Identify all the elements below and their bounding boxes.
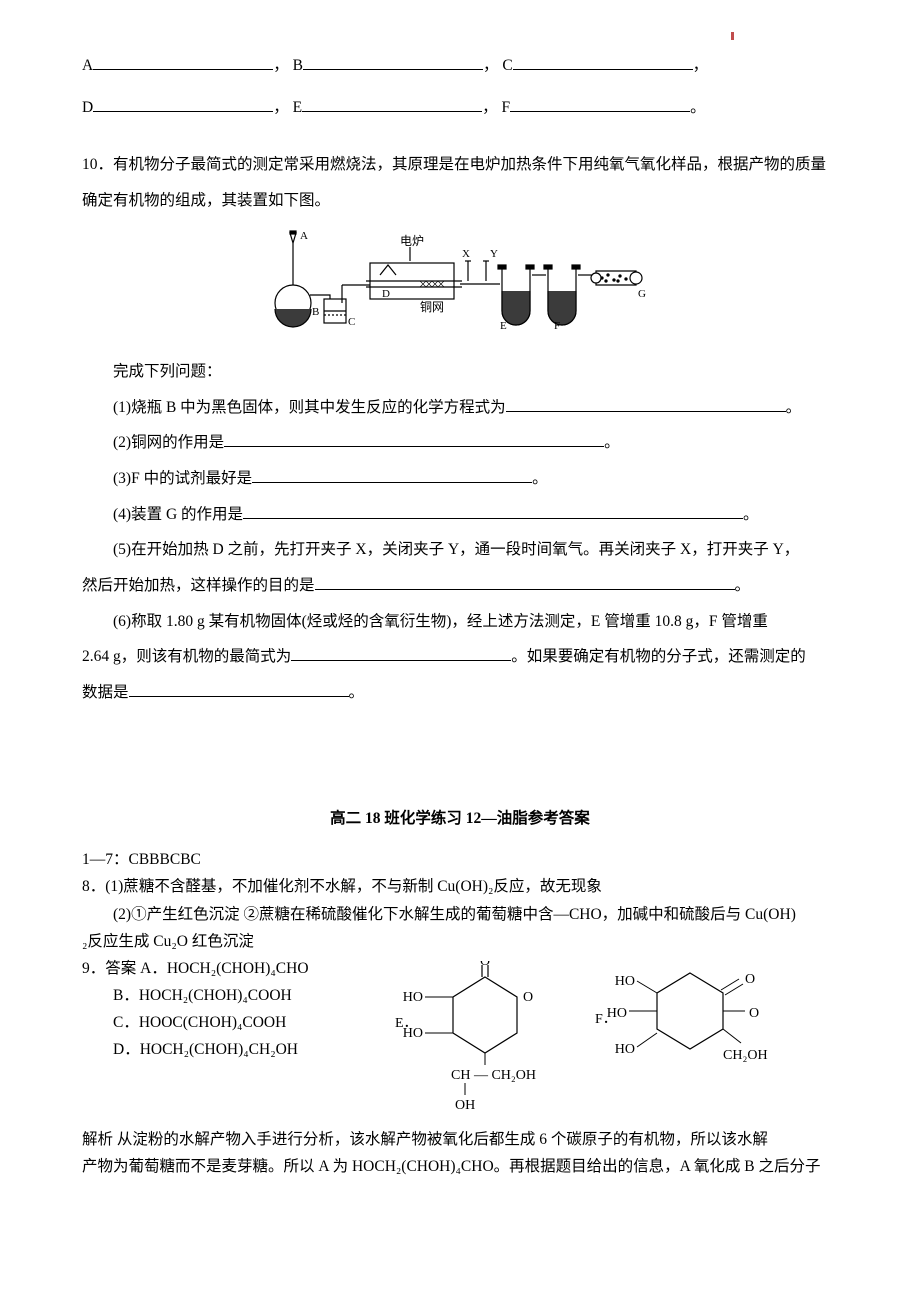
structE-HO2: HO (403, 1026, 423, 1041)
diagram-label-A: A (300, 230, 308, 242)
blank-F (510, 96, 690, 112)
structure-F: F． HO O HO O (595, 961, 785, 1100)
q10-item4-pre: (4)装置 G 的作用是 (113, 506, 243, 523)
structure-E: E． O HO HO O CH — CH₂ (395, 961, 565, 1120)
q10-item6-l2-pre: 2.64 g，则该有机物的最简式为 (82, 648, 291, 665)
ans-8-l1: 8．(1)蔗糖不含醛基，不加催化剂不水解，不与新制 Cu(OH)₂反应，故无现象 (82, 873, 838, 900)
q10-item3-pre: (3)F 中的试剂最好是 (113, 470, 252, 487)
blank-E (302, 96, 482, 112)
q10-item4-end: 。 (743, 506, 759, 523)
diagram-label-D: D (382, 288, 390, 300)
diagram-label-furnace: 电炉 (400, 234, 424, 248)
structF-ur: O (745, 972, 755, 987)
q10-item1-blank (506, 396, 786, 412)
label-B: B (293, 57, 303, 74)
label-F: F (501, 99, 510, 116)
q10-item5-l2-pre: 然后开始加热，这样操作的目的是 (82, 577, 315, 594)
label-C: C (502, 57, 512, 74)
blank-B (303, 55, 483, 71)
structE-HO1: HO (403, 990, 423, 1005)
structF-bl: HO (615, 1042, 635, 1057)
q10-para: 10．有机物分子最简式的测定常采用燃烧法，其原理是在电炉加热条件下用纯氧气氧化样… (82, 147, 838, 218)
ans-9-A: 9．答案 A．HOCH₂(CHOH)₄CHO (82, 955, 342, 982)
structE-O-right: O (523, 990, 533, 1005)
q10-item6-l3: 数据是 。 (82, 675, 838, 711)
diagram-label-F: F (554, 320, 560, 332)
q10-item6-l1: (6)称取 1.80 g 某有机物固体(烃或烃的含氧衍生物)，经上述方法测定，E… (82, 604, 838, 640)
q10-item6-l3-pre: 数据是 (82, 684, 129, 701)
q10-item6-l2-mid: 。如果要确定有机物的分子式，还需测定的 (511, 648, 806, 665)
q10-item3-end: 。 (532, 470, 548, 487)
blank-C (513, 55, 693, 71)
diagram-label-Cu: 铜网 (420, 299, 444, 314)
blank-row-2: D， E， F。 (82, 90, 838, 126)
q10-item6-l2: 2.64 g，则该有机物的最简式为 。如果要确定有机物的分子式，还需测定的 (82, 639, 838, 675)
analysis-l2: 产物为葡萄糖而不是麦芽糖。所以 A 为 HOCH₂(CHOH)₄CHO。再根据题… (82, 1153, 838, 1180)
q10-item4: (4)装置 G 的作用是 。 (82, 497, 838, 533)
q10-item5-l1: (5)在开始加热 D 之前，先打开夹子 X，关闭夹子 Y，通一段时间氧气。再关闭… (82, 532, 838, 568)
page-corner-mark (731, 32, 734, 40)
blank-A (93, 55, 273, 71)
ans-9-C: C．HOOC(CHOH)₄COOH (82, 1009, 342, 1036)
structE-chain: CH — CH₂OH (451, 1068, 536, 1083)
diagram-label-Y: Y (490, 248, 498, 260)
q10-item1-end: 。 (786, 399, 802, 416)
q10-item6-blank1 (291, 646, 511, 662)
q10-item1: (1)烧瓶 B 中为黑色固体，则其中发生反应的化学方程式为 。 (82, 390, 838, 426)
diagram-label-X: X (462, 248, 470, 260)
ans-1to7: 1—7：CBBBCBC (82, 846, 838, 873)
q10-item6-end: 。 (349, 684, 365, 701)
diagram-label-B: B (312, 306, 319, 318)
apparatus-diagram: A B C 电炉 (82, 225, 838, 349)
q10-item3: (3)F 中的试剂最好是 。 (82, 461, 838, 497)
answers-title: 高二 18 班化学练习 12—油脂参考答案 (82, 801, 838, 837)
label-D: D (82, 99, 93, 116)
q10-item4-blank (243, 503, 743, 519)
q10-item3-blank (252, 468, 532, 484)
structF-br: CH₂OH (723, 1048, 768, 1063)
q10-item2-end: 。 (604, 434, 620, 451)
ans-9-B: B．HOCH₂(CHOH)₄COOH (82, 982, 342, 1009)
structF-ul: HO (615, 974, 635, 989)
blank-row-1: A， B， C， (82, 48, 838, 84)
blank-D (93, 96, 273, 112)
q10-item5-end: 。 (735, 577, 751, 594)
label-A: A (82, 57, 93, 74)
q10-item5-l2: 然后开始加热，这样操作的目的是 。 (82, 568, 838, 604)
q10-item6-blank2 (129, 681, 349, 697)
structE-OH: OH (455, 1098, 475, 1111)
q10-intro: 完成下列问题： (82, 354, 838, 390)
structF-ml: HO (607, 1006, 627, 1021)
ans-9-D: D．HOCH₂(CHOH)₄CH₂OH (82, 1036, 342, 1063)
diagram-label-E: E (500, 320, 507, 332)
q10-item2-blank (224, 432, 604, 448)
q10-item5-blank (315, 575, 735, 591)
q10-item2: (2)铜网的作用是 。 (82, 425, 838, 461)
q10-item2-pre: (2)铜网的作用是 (113, 434, 224, 451)
q10-item1-pre: (1)烧瓶 B 中为黑色固体，则其中发生反应的化学方程式为 (113, 399, 506, 416)
structE-O-top: O (480, 961, 490, 969)
analysis-l1: 解析 从淀粉的水解产物入手进行分析，该水解产物被氧化后都生成 6 个碳原子的有机… (82, 1126, 838, 1153)
ans-8-l3: ₂反应生成 Cu₂O 红色沉淀 (82, 928, 838, 955)
diagram-label-G: G (638, 288, 646, 300)
diagram-label-C: C (348, 316, 355, 328)
ans-9-row: 9．答案 A．HOCH₂(CHOH)₄CHO B．HOCH₂(CHOH)₄COO… (82, 955, 838, 1120)
structF-mr: O (749, 1006, 759, 1021)
apparatus-svg: A B C 电炉 (270, 225, 650, 335)
label-E: E (293, 99, 302, 116)
ans-8-l2: (2)①产生红色沉淀 ②蔗糖在稀硫酸催化下水解生成的葡萄糖中含—CHO，加碱中和… (82, 901, 838, 928)
